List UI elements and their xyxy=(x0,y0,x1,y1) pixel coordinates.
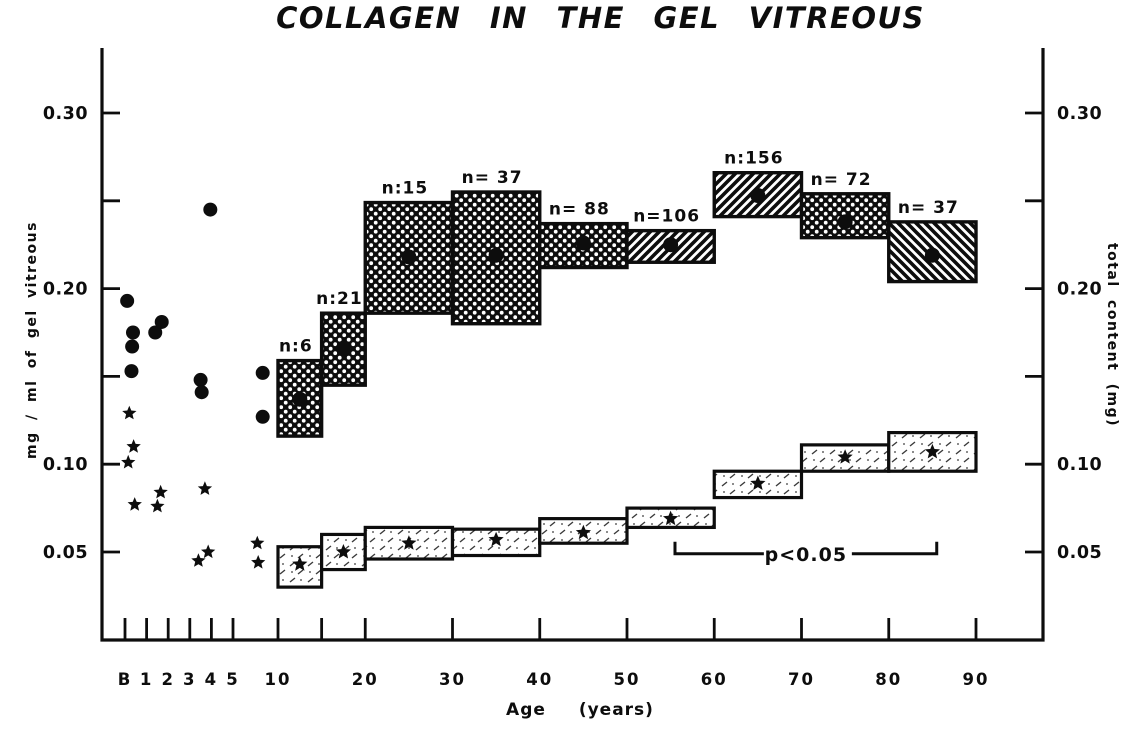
x-axis-tick-label: 70 xyxy=(788,670,815,689)
n-count-label: n:21 xyxy=(316,289,363,309)
concentration-mean-marker xyxy=(401,249,417,265)
x-axis-tick-label: 60 xyxy=(701,670,728,689)
concentration-mean-marker xyxy=(335,340,351,356)
x-axis-label: Age (years) xyxy=(506,700,654,720)
n-count-label: n= 72 xyxy=(811,170,872,190)
y-axis-tick-label-left: 0.20 xyxy=(43,280,88,300)
scatter-point-concentration xyxy=(124,364,139,379)
total-content-mean-marker xyxy=(575,524,591,540)
scatter-point-total-content xyxy=(201,544,216,559)
scatter-point-concentration xyxy=(193,372,208,387)
y-axis-label-left: mg / ml of gel vitreous xyxy=(24,221,40,459)
x-axis-tick-label: 80 xyxy=(875,670,902,689)
total-content-mean-marker xyxy=(488,531,504,547)
total-content-mean-marker xyxy=(750,475,766,490)
scatter-point-concentration xyxy=(120,293,135,308)
total-content-mean-marker xyxy=(663,510,679,526)
y-axis-tick-label-left: 0.05 xyxy=(43,543,88,563)
axis-frame xyxy=(100,48,1045,642)
x-axis-tick-label: 10 xyxy=(265,670,292,689)
scatter-point-concentration xyxy=(148,325,163,340)
scatter-point-total-content xyxy=(121,454,136,469)
n-count-label: n:15 xyxy=(382,179,429,199)
scatter-point-total-content xyxy=(250,535,265,550)
scatter-point-concentration xyxy=(255,409,270,424)
y-axis-tick-label-right: 0.30 xyxy=(1057,104,1102,124)
n-count-label: n=106 xyxy=(633,207,700,227)
x-axis-tick-label: 20 xyxy=(352,670,379,689)
x-axis-tick-label: 1 xyxy=(140,670,153,689)
concentration-mean-marker xyxy=(837,214,853,230)
x-axis-tick-label: 4 xyxy=(205,670,218,689)
scatter-point-total-content xyxy=(122,405,137,420)
concentration-sd-box xyxy=(887,220,978,284)
x-axis-tick-label: 30 xyxy=(439,670,466,689)
concentration-mean-marker xyxy=(488,247,504,263)
x-axis-tick-label: 50 xyxy=(614,670,641,689)
n-count-label: n:6 xyxy=(279,337,313,357)
y-axis-tick-label-left: 0.10 xyxy=(43,455,88,475)
y-axis-tick-label-right: 0.10 xyxy=(1057,455,1102,475)
scatter-point-total-content xyxy=(150,498,165,513)
scatter-point-total-content xyxy=(127,497,142,511)
concentration-mean-marker xyxy=(575,235,591,251)
scatter-point-total-content xyxy=(126,439,141,453)
scatter-point-concentration xyxy=(125,339,140,354)
y-axis-label-right: total content (mg) xyxy=(1104,242,1120,428)
total-content-mean-marker xyxy=(401,535,417,550)
y-axis-tick-label-left: 0.30 xyxy=(43,104,88,124)
significance-bracket xyxy=(673,541,939,556)
y-axis-tick-label-right: 0.20 xyxy=(1057,280,1102,300)
n-count-label: n= 37 xyxy=(462,168,523,188)
x-axis-tick-label: 90 xyxy=(963,670,990,689)
scatter-point-concentration xyxy=(125,325,140,340)
scatter-point-total-content xyxy=(197,481,213,495)
chart-title: COLLAGEN IN THE GEL VITREOUS xyxy=(276,1,925,35)
scatter-point-concentration xyxy=(255,365,270,380)
concentration-mean-marker xyxy=(924,247,940,263)
concentration-mean-marker xyxy=(663,237,679,253)
scatter-point-total-content xyxy=(153,484,168,499)
total-content-mean-marker xyxy=(924,443,940,459)
scatter-point-total-content xyxy=(251,555,266,569)
concentration-mean-marker xyxy=(750,188,766,204)
scatter-point-concentration xyxy=(203,202,218,217)
x-axis-tick-label: 3 xyxy=(183,670,196,689)
x-axis-tick-label: 5 xyxy=(226,670,239,689)
total-content-mean-marker xyxy=(335,544,351,559)
y-axis-tick-label-right: 0.05 xyxy=(1057,543,1102,563)
scatter-point-total-content xyxy=(191,553,206,567)
significance-label: p<0.05 xyxy=(765,544,847,566)
n-count-label: n:156 xyxy=(724,149,783,169)
n-count-label: n= 88 xyxy=(549,200,610,220)
concentration-mean-marker xyxy=(292,391,308,407)
x-axis-tick-label: 40 xyxy=(526,670,553,689)
scatter-point-concentration xyxy=(154,314,169,329)
total-content-mean-marker xyxy=(292,556,308,571)
n-count-label: n= 37 xyxy=(898,198,959,218)
x-axis-tick-label: B xyxy=(118,670,133,689)
total-content-mean-marker xyxy=(837,449,853,464)
scatter-point-concentration xyxy=(194,385,209,400)
x-axis-tick-label: 2 xyxy=(161,670,174,689)
